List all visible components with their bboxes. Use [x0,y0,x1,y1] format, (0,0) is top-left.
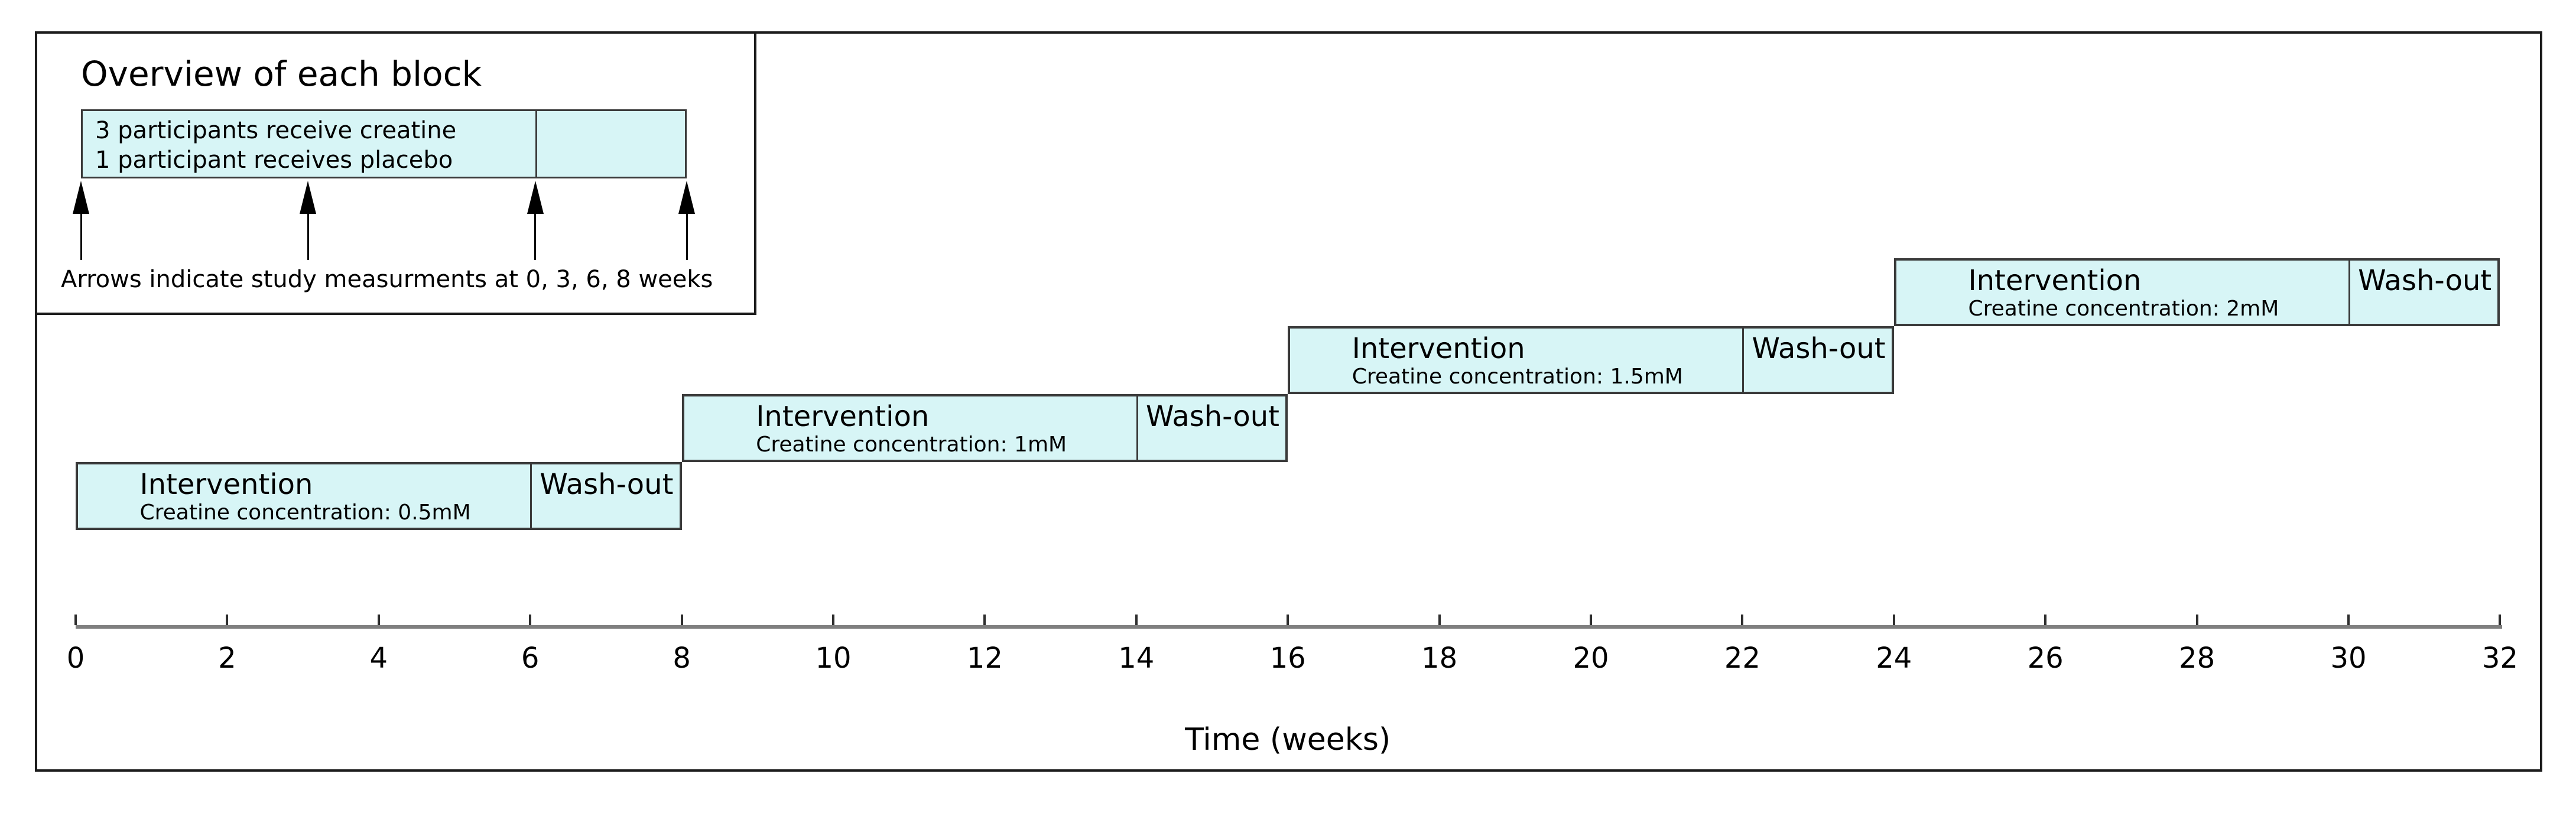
washout-segment: Wash-out [2348,261,2499,324]
study-block: Intervention Creatine concentration: 1mM W… [681,394,1288,462]
axis-tick [2347,615,2350,625]
axis-tick-label: 14 [1118,642,1155,675]
x-axis-label: Time (weeks) [1185,722,1391,758]
axis-tick-label: 30 [2330,642,2367,675]
intervention-segment-text: Intervention Creatine concentration: 2mM [1896,265,2351,322]
axis-tick-label: 8 [673,642,691,675]
creatine-concentration-label: Creatine concentration: 2mM [1968,297,2279,321]
washout-label: Wash-out [1145,400,1279,433]
inset-bar-washout-divider [535,111,537,177]
axis-tick-label: 24 [1876,642,1912,675]
arrow-tail [686,210,688,260]
creatine-concentration-label: Creatine concentration: 0.5mM [139,500,471,525]
washout-segment: Wash-out [530,464,681,528]
axis-tick-label: 10 [815,642,852,675]
axis-tick [1438,615,1441,625]
axis-tick-label: 16 [1269,642,1306,675]
inset-title: Overview of each block [81,54,482,94]
axis-tick-label: 6 [521,642,540,675]
study-block: Intervention Creatine concentration: 0.5m… [76,462,682,530]
inset-bar-placebo-text: 1 participant receives placebo [95,147,453,174]
intervention-label: Intervention [756,400,930,433]
creatine-concentration-label: Creatine concentration: 1.5mM [1352,365,1683,389]
axis-tick-label: 32 [2481,642,2518,675]
axis-tick [2044,615,2047,625]
washout-label: Wash-out [2358,264,2492,297]
axis-tick [529,615,532,625]
intervention-segment-text: Intervention Creatine concentration: 1mM [684,401,1139,458]
intervention-segment-text: Intervention Creatine concentration: 1.5m… [1290,333,1745,390]
axis-tick [2499,615,2502,625]
axis-tick [1287,615,1289,625]
arrow-head-icon [527,181,544,214]
study-block: Intervention Creatine concentration: 2mM W… [1893,258,2500,326]
intervention-label: Intervention [1968,264,2142,297]
axis-tick-label: 26 [2027,642,2064,675]
creatine-concentration-label: Creatine concentration: 1mM [756,433,1067,457]
intervention-segment-text: Intervention Creatine concentration: 0.5m… [78,469,532,526]
arrow-tail [80,210,82,260]
axis-tick [377,615,380,625]
intervention-label: Intervention [139,468,313,501]
axis-tick [1135,615,1138,625]
axis-tick [832,615,834,625]
axis-tick-label: 2 [218,642,236,675]
axis-tick-label: 22 [1724,642,1760,675]
axis-tick [983,615,986,625]
axis-tick-label: 0 [66,642,85,675]
axis-tick [2195,615,2198,625]
washout-label: Wash-out [1752,332,1886,365]
study-block: Intervention Creatine concentration: 1.5m… [1288,326,1894,394]
washout-segment: Wash-out [1742,329,1893,392]
axis-tick [74,615,77,625]
arrow-tail [534,210,537,260]
intervention-label: Intervention [1352,332,1525,365]
arrow-head-icon [73,181,89,214]
inset-block-bar: 3 participants receive creatine 1 partic… [81,109,687,178]
axis-tick [680,615,683,625]
arrow-tail [307,210,309,260]
axis-tick-label: 20 [1573,642,1609,675]
x-axis-line [76,625,2503,629]
axis-tick-label: 18 [1421,642,1458,675]
axis-tick [226,615,229,625]
washout-segment: Wash-out [1136,396,1287,460]
axis-tick-label: 4 [369,642,388,675]
axis-tick [1590,615,1592,625]
axis-tick-label: 28 [2179,642,2216,675]
arrow-head-icon [300,181,317,214]
axis-tick-label: 12 [966,642,1003,675]
inset-caption: Arrows indicate study measurments at 0, … [61,266,713,293]
washout-label: Wash-out [540,468,674,501]
axis-tick [1741,615,1744,625]
axis-tick [1892,615,1895,625]
inset-bar-creatine-text: 3 participants receive creatine [95,117,457,144]
arrow-head-icon [678,181,695,214]
